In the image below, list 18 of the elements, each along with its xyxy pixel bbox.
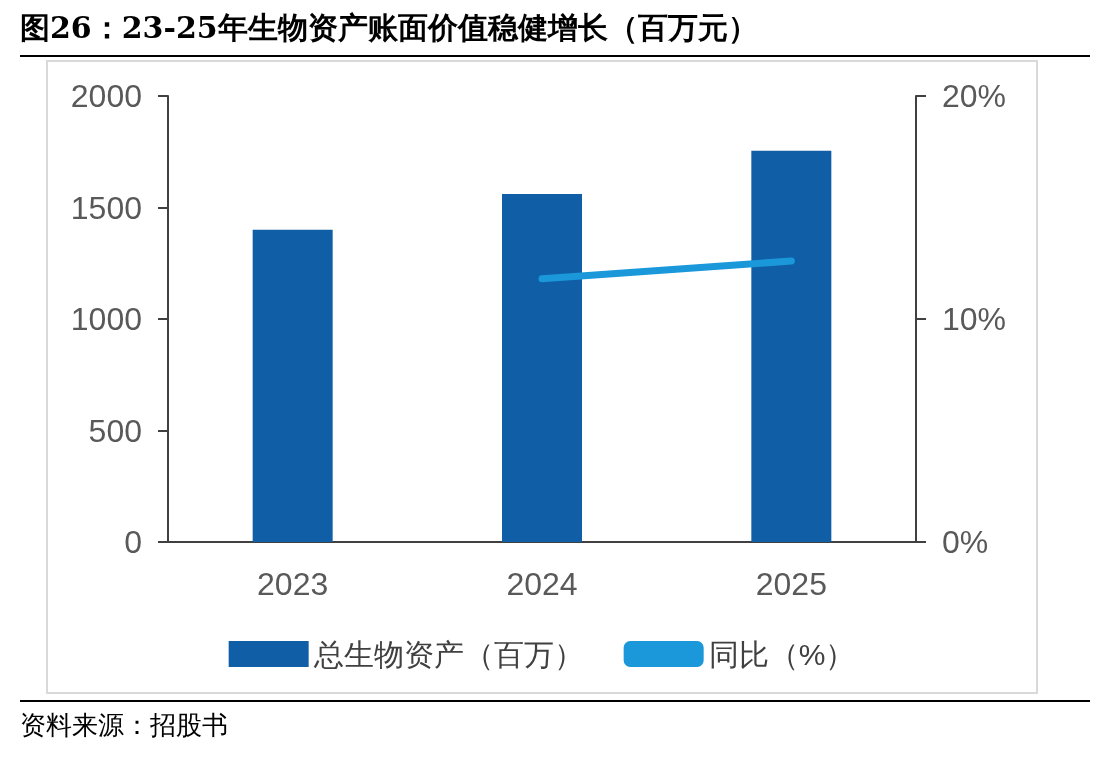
bar xyxy=(502,194,582,542)
legend-label: 同比（%） xyxy=(708,637,856,671)
y-tick-label: 500 xyxy=(88,412,142,449)
x-tick-label: 2025 xyxy=(755,566,827,602)
bar xyxy=(751,150,832,542)
y-tick-label: 0 xyxy=(124,524,142,560)
y-tick-label: 2000 xyxy=(70,78,142,114)
y2-tick-label: 20% xyxy=(942,78,1007,114)
x-tick-label: 2023 xyxy=(257,566,329,602)
bar xyxy=(252,229,333,542)
x-tick-label: 2024 xyxy=(506,566,578,602)
chart-title: 图26：23-25年生物资产账面价值稳健增长（百万元） xyxy=(20,8,1090,57)
y-tick-label: 1000 xyxy=(70,301,142,337)
text: 资料来源：招股书 xyxy=(20,700,1090,743)
y2-tick-label: 0% xyxy=(942,524,989,560)
y2-tick-label: 10% xyxy=(942,301,1007,337)
y-tick-label: 1500 xyxy=(70,189,142,226)
legend-label: 总生物资产（百万） xyxy=(312,637,584,671)
